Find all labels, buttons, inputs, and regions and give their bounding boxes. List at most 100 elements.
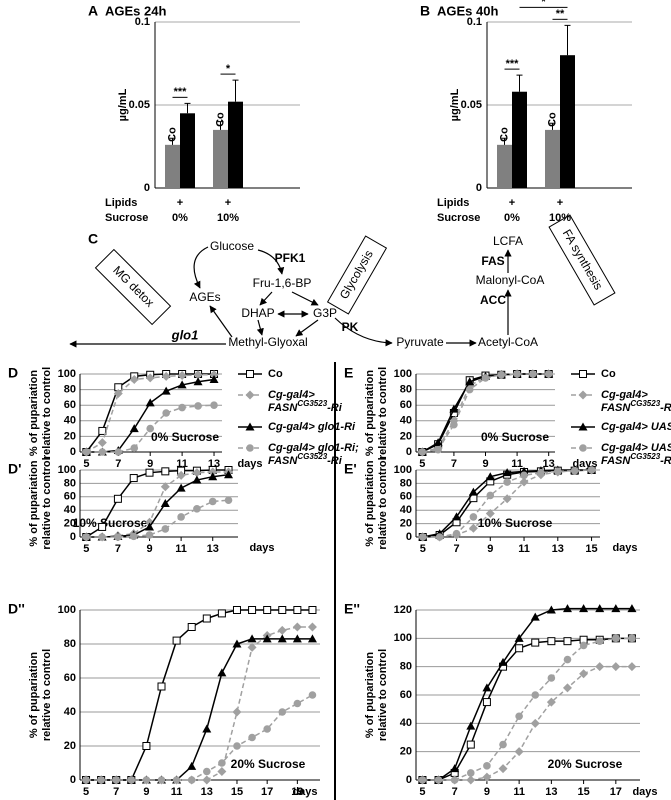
legend-item: Cg-gal4> glo1-Ri <box>238 421 356 433</box>
x-tick-label: 17 <box>261 786 273 798</box>
marker <box>547 637 556 646</box>
marker <box>579 444 587 452</box>
marker <box>202 767 211 776</box>
marker <box>232 639 242 648</box>
marker <box>246 444 254 452</box>
annotation: 20% Sucrose <box>548 757 623 771</box>
node: Malonyl-CoA <box>476 273 545 287</box>
marker <box>466 740 475 749</box>
marker <box>450 420 458 429</box>
marker <box>202 775 212 785</box>
legend-item: Cg-gal4> UAS-glo1;FASNCG3523-Ri <box>571 442 671 467</box>
marker <box>292 622 302 632</box>
marker <box>627 662 637 672</box>
x-tick-label: 11 <box>175 543 187 555</box>
marker <box>161 386 171 395</box>
marker <box>232 606 241 614</box>
marker <box>114 448 123 456</box>
bar <box>228 101 243 188</box>
marker <box>187 761 197 770</box>
y-tick-label: 20 <box>64 740 76 752</box>
marker <box>292 634 302 643</box>
marker <box>418 776 427 784</box>
row-value: + <box>177 197 183 209</box>
marker <box>627 604 637 613</box>
y-tick-label: 40 <box>400 415 412 427</box>
y-tick-label: 100 <box>394 368 412 380</box>
y-axis-label: relative to control <box>377 649 389 741</box>
bar-label: Co <box>498 127 510 142</box>
marker <box>514 747 524 757</box>
panel-label: D <box>8 365 18 381</box>
y-tick-label: 20 <box>400 430 412 442</box>
marker <box>202 614 211 623</box>
marker <box>468 523 478 533</box>
marker <box>114 533 122 541</box>
box: MG detox <box>94 248 172 326</box>
node: DHAP <box>241 306 274 320</box>
marker <box>465 377 475 386</box>
y-axis-label: relative to control <box>41 649 53 741</box>
x-axis-label: days <box>249 542 274 554</box>
legend-item: Co <box>238 368 283 380</box>
marker <box>418 533 427 541</box>
bar-label: Co <box>546 112 558 127</box>
marker <box>449 404 459 413</box>
marker <box>579 370 587 378</box>
marker <box>161 467 170 476</box>
marker <box>176 470 186 480</box>
error-bar <box>549 122 556 130</box>
marker <box>177 380 187 389</box>
x-tick-label: 13 <box>207 543 219 555</box>
y-tick-label: 60 <box>400 399 412 411</box>
marker <box>145 398 155 407</box>
marker <box>98 522 107 531</box>
marker <box>129 374 139 384</box>
marker <box>515 644 524 653</box>
marker <box>450 764 460 773</box>
panel-label: E'' <box>344 601 360 617</box>
marker <box>515 712 523 721</box>
annotation: 0% Sucrose <box>151 430 219 444</box>
y-tick-label: 100 <box>58 368 76 380</box>
bar-label: Δ24-23 <box>513 95 525 132</box>
marker <box>469 513 478 521</box>
marker <box>129 474 138 483</box>
y-tick-label: 20 <box>400 746 412 758</box>
marker <box>224 496 233 504</box>
y-tick-label: 60 <box>64 399 76 411</box>
y-tick-label: 40 <box>64 415 76 427</box>
marker <box>562 683 572 693</box>
y-tick-label: 0 <box>70 446 76 458</box>
marker <box>485 472 495 481</box>
marker <box>142 742 151 750</box>
x-tick-label: 7 <box>453 543 459 555</box>
x-tick-label: 0% <box>172 212 188 224</box>
bar-label: Co <box>214 112 226 127</box>
marker <box>466 721 476 730</box>
x-tick-label: 5 <box>83 543 89 555</box>
bar <box>180 113 195 188</box>
series-line <box>85 469 229 538</box>
error-bar <box>501 137 508 145</box>
annotation: 10% Sucrose <box>73 516 148 530</box>
y-tick-label: 0.05 <box>461 99 482 111</box>
marker <box>514 633 524 642</box>
marker <box>544 370 553 378</box>
y-axis-label: % of pupariation <box>364 652 376 738</box>
marker <box>248 606 257 614</box>
marker <box>482 772 492 782</box>
marker <box>162 409 170 417</box>
marker <box>177 371 187 381</box>
series-line <box>86 638 313 781</box>
marker <box>578 390 588 400</box>
marker <box>97 776 105 784</box>
marker <box>192 475 202 484</box>
marker <box>547 674 556 682</box>
marker <box>450 776 459 784</box>
node: AGEs <box>189 290 220 304</box>
node: G3P <box>313 306 337 320</box>
marker <box>209 374 219 383</box>
x-tick-label: 13 <box>552 543 564 555</box>
marker <box>481 374 490 382</box>
